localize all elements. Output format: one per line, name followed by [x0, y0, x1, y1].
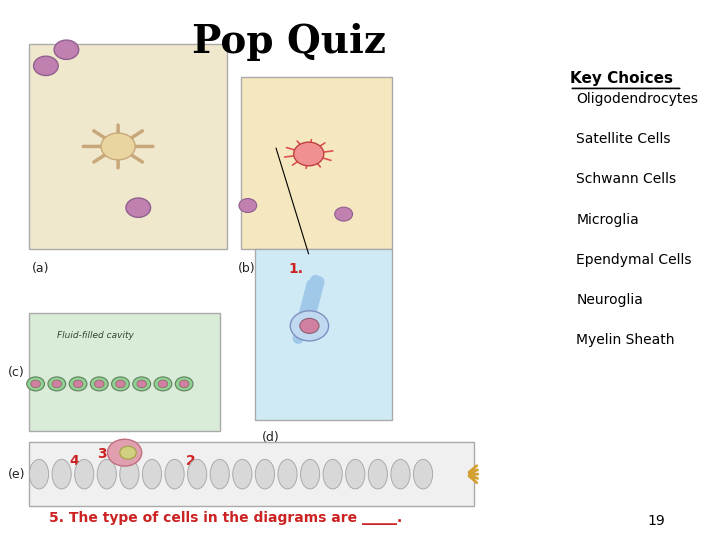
Circle shape: [48, 377, 66, 391]
Circle shape: [132, 377, 150, 391]
Circle shape: [179, 380, 189, 388]
FancyBboxPatch shape: [241, 77, 392, 248]
Ellipse shape: [413, 460, 433, 489]
FancyBboxPatch shape: [255, 248, 392, 421]
Circle shape: [126, 198, 150, 218]
Text: 5. The type of cells in the diagrams are _____.: 5. The type of cells in the diagrams are…: [49, 511, 402, 525]
Text: Schwann Cells: Schwann Cells: [577, 172, 677, 186]
Text: Key Choices: Key Choices: [570, 71, 672, 86]
Circle shape: [73, 380, 83, 388]
Circle shape: [54, 40, 78, 59]
Text: (e): (e): [8, 468, 26, 481]
Ellipse shape: [233, 460, 252, 489]
Ellipse shape: [188, 460, 207, 489]
Circle shape: [175, 377, 193, 391]
Circle shape: [31, 380, 40, 388]
Ellipse shape: [52, 460, 71, 489]
Circle shape: [120, 446, 136, 459]
Text: Microglia: Microglia: [577, 213, 639, 226]
Ellipse shape: [120, 460, 139, 489]
Circle shape: [137, 380, 146, 388]
Text: Ependymal Cells: Ependymal Cells: [577, 253, 692, 267]
Ellipse shape: [75, 460, 94, 489]
Ellipse shape: [346, 460, 365, 489]
Text: 2.: 2.: [186, 454, 201, 468]
Text: (b): (b): [238, 262, 255, 275]
Text: Pop Quiz: Pop Quiz: [192, 23, 386, 61]
Text: (a): (a): [32, 262, 50, 275]
FancyBboxPatch shape: [29, 313, 220, 431]
Ellipse shape: [210, 460, 230, 489]
Circle shape: [154, 377, 172, 391]
Ellipse shape: [143, 460, 161, 489]
Ellipse shape: [369, 460, 387, 489]
Ellipse shape: [323, 460, 342, 489]
Ellipse shape: [165, 460, 184, 489]
Circle shape: [94, 380, 104, 388]
Ellipse shape: [391, 460, 410, 489]
Circle shape: [300, 319, 319, 333]
Circle shape: [294, 142, 324, 166]
Text: 3.: 3.: [97, 447, 112, 461]
Circle shape: [91, 377, 108, 391]
Circle shape: [34, 56, 58, 76]
Circle shape: [101, 133, 135, 160]
Text: Oligodendrocytes: Oligodendrocytes: [577, 92, 698, 106]
Text: (d): (d): [261, 431, 279, 444]
Circle shape: [290, 311, 328, 341]
Text: Myelin Sheath: Myelin Sheath: [577, 333, 675, 347]
Text: Fluid-filled cavity: Fluid-filled cavity: [58, 330, 135, 340]
Circle shape: [335, 207, 353, 221]
Ellipse shape: [97, 460, 117, 489]
Circle shape: [116, 380, 125, 388]
Text: 19: 19: [647, 514, 665, 528]
Ellipse shape: [256, 460, 274, 489]
Ellipse shape: [278, 460, 297, 489]
Circle shape: [239, 199, 257, 213]
Text: Neuroglia: Neuroglia: [577, 293, 643, 307]
Ellipse shape: [300, 460, 320, 489]
Circle shape: [69, 377, 87, 391]
FancyBboxPatch shape: [29, 44, 228, 248]
Ellipse shape: [30, 460, 49, 489]
Circle shape: [158, 380, 168, 388]
Text: 4.: 4.: [70, 454, 85, 468]
Circle shape: [107, 439, 142, 466]
Circle shape: [112, 377, 130, 391]
Text: (c): (c): [8, 366, 25, 379]
FancyBboxPatch shape: [29, 442, 474, 507]
Circle shape: [52, 380, 62, 388]
Circle shape: [27, 377, 45, 391]
Text: Satellite Cells: Satellite Cells: [577, 132, 671, 146]
Text: 1.: 1.: [289, 262, 304, 276]
